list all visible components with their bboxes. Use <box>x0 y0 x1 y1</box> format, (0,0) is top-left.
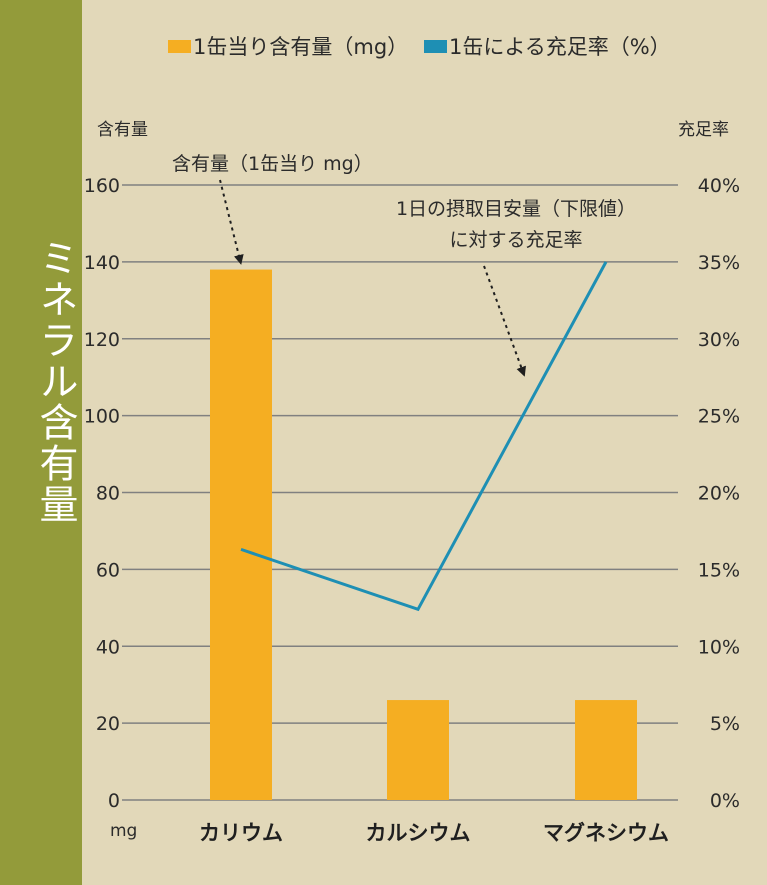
line-path <box>240 261 608 612</box>
bar-annotation-arrow <box>219 179 244 265</box>
left-axis-title: 含有量 <box>97 120 148 140</box>
left-tick-label: 120 <box>84 329 120 351</box>
legend-line-swatch <box>424 40 447 53</box>
right-tick-label: 5% <box>710 713 740 735</box>
bar <box>210 269 272 800</box>
legend-line-label: 1缶による充足率（%） <box>449 35 671 59</box>
right-tick-label: 20% <box>698 483 740 505</box>
right-tick-label: 30% <box>698 329 740 351</box>
left-tick-label: 80 <box>96 483 120 505</box>
left-tick-label: 40 <box>96 636 120 658</box>
right-tick-label: 10% <box>698 636 740 658</box>
bar <box>575 700 637 800</box>
legend-bar-label: 1缶当り含有量（mg） <box>193 35 408 59</box>
category-labels: カリウム カルシウム マグネシウム <box>199 821 669 845</box>
bars <box>210 269 637 800</box>
right-tick-label: 40% <box>698 175 740 197</box>
left-tick-label: 0 <box>108 790 120 812</box>
left-tick-label: 140 <box>84 252 120 274</box>
left-tick-label: 20 <box>96 713 120 735</box>
category-label: カリウム <box>199 821 283 845</box>
left-tick-label: 160 <box>84 175 120 197</box>
right-tick-label: 0% <box>710 790 740 812</box>
sidebar: ミネラル含有量 <box>0 0 82 885</box>
right-axis-title: 充足率 <box>678 120 729 140</box>
category-label: カルシウム <box>366 821 471 845</box>
legend-bar-swatch <box>168 40 191 53</box>
left-axis-unit: mg <box>110 821 137 841</box>
line-series <box>240 261 608 612</box>
right-tick-label: 25% <box>698 406 740 428</box>
line-annotation-line2: に対する充足率 <box>449 229 582 251</box>
chart: 1缶当り含有量（mg） 1缶による充足率（%） 含有量 充足率 mg 0 20 40… <box>84 35 740 845</box>
line-annotation-line1: 1日の摂取目安量（下限値） <box>396 198 636 220</box>
category-label: マグネシウム <box>543 821 669 845</box>
bar-annotation: 含有量（1缶当り mg） <box>172 153 373 175</box>
right-axis-ticks: 0% 5% 10% 15% 20% 25% 30% 35% 40% <box>698 175 740 812</box>
left-tick-label: 60 <box>96 559 120 581</box>
left-tick-label: 100 <box>84 406 120 428</box>
legend: 1缶当り含有量（mg） 1缶による充足率（%） <box>168 35 671 59</box>
right-tick-label: 35% <box>698 252 740 274</box>
right-tick-label: 15% <box>698 559 740 581</box>
line-annotation-arrow <box>483 265 526 377</box>
bar <box>387 700 449 800</box>
sidebar-title: ミネラル含有量 <box>33 238 78 525</box>
left-axis-ticks: 0 20 40 60 80 100 120 140 160 <box>84 175 120 812</box>
